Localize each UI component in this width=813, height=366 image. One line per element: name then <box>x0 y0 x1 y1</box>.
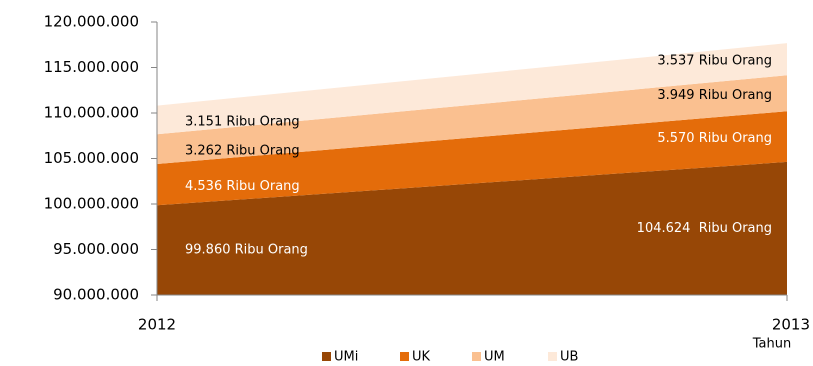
x-axis-title: Tahun <box>752 337 791 352</box>
legend-label: UB <box>560 350 578 365</box>
value-label: 5.570 Ribu Orang <box>657 131 772 146</box>
legend-swatch <box>322 352 331 361</box>
legend-swatch <box>400 352 409 361</box>
value-label: 3.949 Ribu Orang <box>657 88 772 103</box>
area <box>157 43 787 135</box>
value-label: 3.151 Ribu Orang <box>185 114 300 129</box>
y-tick-label: 95.000.000 <box>53 240 139 258</box>
area <box>157 161 787 295</box>
legend-swatch <box>548 352 557 361</box>
legend-label: UMi <box>334 350 358 365</box>
value-label: 3.262 Ribu Orang <box>185 144 300 159</box>
x-tick-label: 2012 <box>138 316 176 334</box>
legend-label: UM <box>484 350 505 365</box>
area <box>157 111 787 206</box>
x-tick-label: 2013 <box>772 316 810 334</box>
value-label: 4.536 Ribu Orang <box>185 179 300 194</box>
y-tick-label: 110.000.000 <box>44 104 139 122</box>
area <box>157 75 787 164</box>
legend-label: UK <box>412 350 431 365</box>
y-tick-label: 120.000.000 <box>44 13 139 31</box>
value-label: 104.624 Ribu Orang <box>637 221 772 236</box>
y-tick-label: 90.000.000 <box>53 286 139 304</box>
y-tick-label: 115.000.000 <box>44 58 139 76</box>
value-label: 99.860 Ribu Orang <box>185 243 308 258</box>
legend-swatch <box>472 352 481 361</box>
y-tick-label: 100.000.000 <box>44 195 139 213</box>
y-tick-label: 105.000.000 <box>44 149 139 167</box>
value-label: 3.537 Ribu Orang <box>657 54 772 69</box>
